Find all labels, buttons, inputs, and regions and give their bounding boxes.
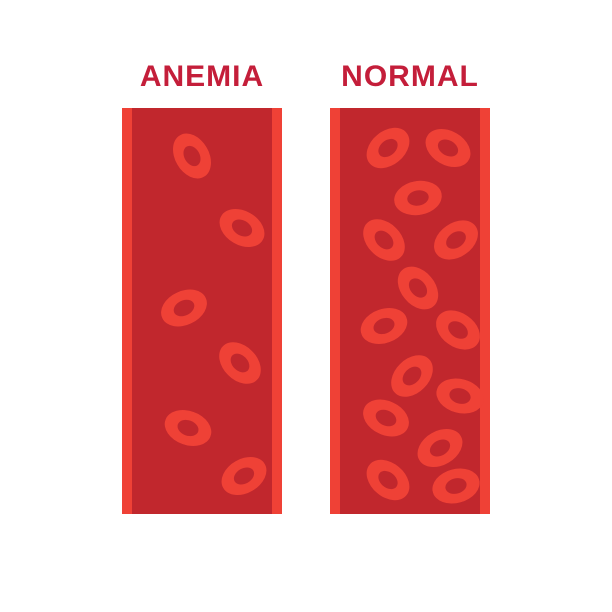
vessel-normal (330, 108, 490, 514)
label-anemia: ANEMIA (140, 60, 264, 94)
panel-anemia: ANEMIA (122, 60, 282, 514)
vessel-wall-right (272, 108, 282, 514)
vessel-wall-right (480, 108, 490, 514)
label-normal: NORMAL (341, 60, 479, 94)
vessel-wall-left (330, 108, 340, 514)
vessel-wall-left (122, 108, 132, 514)
diagram-container: ANEMIA NORMAL (122, 60, 490, 514)
vessel-anemia (122, 108, 282, 514)
panel-normal: NORMAL (330, 60, 490, 514)
